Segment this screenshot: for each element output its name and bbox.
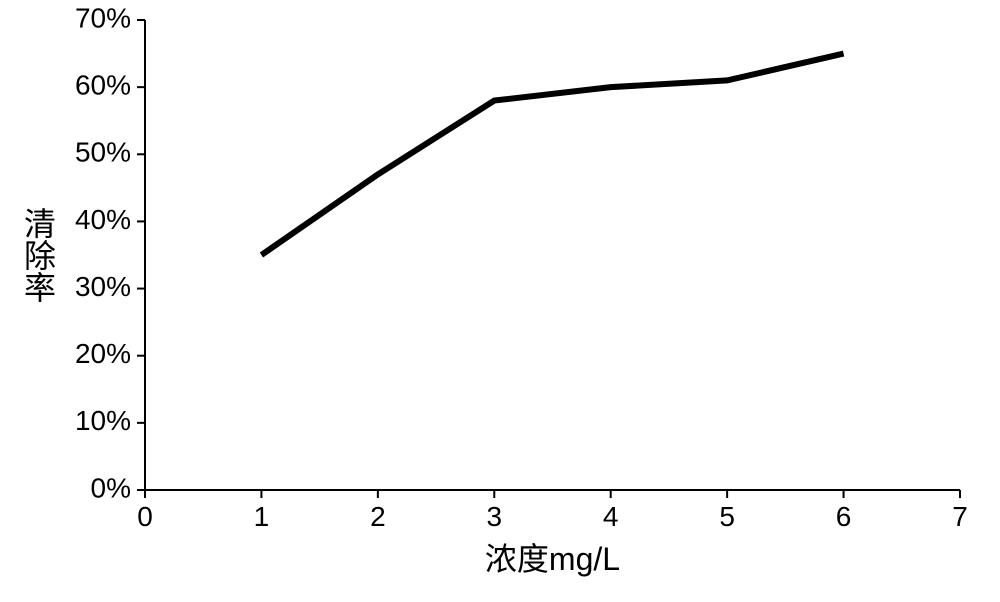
x-tick-label: 5: [719, 501, 735, 532]
x-tick-label: 0: [137, 501, 153, 532]
x-tick-label: 2: [370, 501, 386, 532]
y-tick-label: 70%: [75, 2, 131, 33]
x-tick-label: 1: [254, 501, 270, 532]
y-tick-label: 0%: [91, 472, 131, 503]
x-tick-label: 3: [486, 501, 502, 532]
chart-container: 0% 10% 20% 30% 40% 50% 60% 70% 0 1 2 3 4 5 6 7 浓度mg/L 清除率: [0, 0, 1000, 602]
x-tick-label: 6: [836, 501, 852, 532]
y-tick-label: 60%: [75, 70, 131, 101]
y-tick-label: 50%: [75, 137, 131, 168]
x-axis-label: 浓度mg/L: [485, 541, 620, 577]
y-axis-label: 清除率: [20, 207, 56, 303]
line-chart: 0% 10% 20% 30% 40% 50% 60% 70% 0 1 2 3 4 5 6 7 浓度mg/L 清除率: [0, 0, 1000, 602]
x-tick-label: 7: [952, 501, 968, 532]
y-tick-label: 20%: [75, 338, 131, 369]
y-tick-label: 30%: [75, 271, 131, 302]
y-tick-label: 40%: [75, 204, 131, 235]
x-tick-label: 4: [603, 501, 619, 532]
y-tick-label: 10%: [75, 405, 131, 436]
data-series-line: [261, 54, 843, 255]
